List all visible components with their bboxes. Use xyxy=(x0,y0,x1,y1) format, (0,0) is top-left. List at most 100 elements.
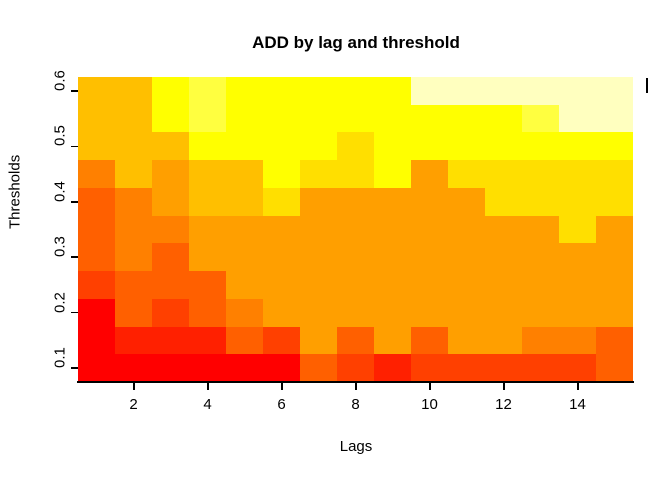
x-tick-mark xyxy=(577,383,579,390)
heatmap-cell xyxy=(115,215,152,244)
heatmap-cell xyxy=(411,271,448,299)
heatmap-cell xyxy=(263,354,300,382)
heatmap-cell xyxy=(596,298,633,327)
heatmap-cell xyxy=(300,354,337,382)
heatmap-cell xyxy=(152,298,189,327)
heatmap-cell xyxy=(559,104,596,133)
heatmap-cell xyxy=(78,271,115,299)
heatmap-cell xyxy=(448,271,485,299)
heatmap-cell xyxy=(374,243,411,272)
heatmap-cell xyxy=(189,298,226,327)
heatmap-cell xyxy=(596,104,633,133)
heatmap-cell xyxy=(337,354,374,382)
heatmap-cell xyxy=(411,243,448,272)
heatmap-cell xyxy=(448,77,485,105)
y-tick-mark xyxy=(71,90,78,92)
heatmap-cell xyxy=(485,271,522,299)
heatmap-cell xyxy=(559,160,596,188)
heatmap-cell xyxy=(559,326,596,355)
heatmap-cell xyxy=(559,271,596,299)
heatmap-cell xyxy=(263,132,300,161)
heatmap-cell xyxy=(152,160,189,188)
heatmap-cell xyxy=(374,132,411,161)
heatmap-grid xyxy=(78,77,633,382)
heatmap-cell xyxy=(115,104,152,133)
heatmap-cell xyxy=(263,298,300,327)
heatmap-cell xyxy=(522,215,559,244)
heatmap-cell xyxy=(300,160,337,188)
x-tick-label: 8 xyxy=(351,396,360,413)
heatmap-cell xyxy=(115,271,152,299)
heatmap-cell xyxy=(448,104,485,133)
heatmap-cell xyxy=(263,215,300,244)
heatmap-cell xyxy=(374,354,411,382)
x-tick-label: 2 xyxy=(129,396,138,413)
heatmap-cell xyxy=(374,326,411,355)
right-edge-tick-artifact xyxy=(646,78,648,93)
heatmap-cell xyxy=(485,354,522,382)
heatmap-cell xyxy=(78,77,115,105)
heatmap-cell xyxy=(485,243,522,272)
heatmap-cell xyxy=(115,187,152,216)
x-tick-mark xyxy=(503,383,505,390)
heatmap-cell xyxy=(596,354,633,382)
heatmap-cell xyxy=(522,326,559,355)
x-tick-mark xyxy=(355,383,357,390)
x-tick-label: 12 xyxy=(495,396,512,413)
x-tick-label: 4 xyxy=(203,396,212,413)
heatmap-cell xyxy=(485,298,522,327)
heatmap-cell xyxy=(189,354,226,382)
heatmap-cell xyxy=(411,326,448,355)
heatmap-cell xyxy=(374,77,411,105)
heatmap-cell xyxy=(485,104,522,133)
heatmap-cell xyxy=(596,243,633,272)
heatmap-cell xyxy=(485,326,522,355)
heatmap-cell xyxy=(226,298,263,327)
heatmap-cell xyxy=(226,187,263,216)
heatmap-cell xyxy=(226,104,263,133)
heatmap-cell xyxy=(374,104,411,133)
heatmap-cell xyxy=(522,243,559,272)
heatmap-cell xyxy=(411,160,448,188)
heatmap-cell xyxy=(522,187,559,216)
heatmap-cell xyxy=(559,215,596,244)
x-tick-label: 10 xyxy=(421,396,438,413)
heatmap-cell xyxy=(374,298,411,327)
heatmap-cell xyxy=(596,77,633,105)
heatmap-cell xyxy=(448,132,485,161)
x-axis-title: Lags xyxy=(339,438,373,455)
heatmap-cell xyxy=(300,271,337,299)
heatmap-cell xyxy=(485,132,522,161)
heatmap-cell xyxy=(263,271,300,299)
heatmap-cell xyxy=(411,104,448,133)
x-tick-mark xyxy=(281,383,283,390)
heatmap-cell xyxy=(411,187,448,216)
heatmap-cell xyxy=(152,354,189,382)
heatmap-cell xyxy=(152,215,189,244)
heatmap-cell xyxy=(300,326,337,355)
y-tick-mark xyxy=(71,311,78,314)
heatmap-cell xyxy=(78,243,115,272)
heatmap-cell xyxy=(448,298,485,327)
heatmap-cell xyxy=(522,160,559,188)
heatmap-cell xyxy=(189,160,226,188)
heatmap-cell xyxy=(78,354,115,382)
heatmap-cell xyxy=(115,132,152,161)
heatmap-cell xyxy=(226,326,263,355)
heatmap-cell xyxy=(152,132,189,161)
heatmap-cell xyxy=(78,104,115,133)
heatmap-cell xyxy=(374,160,411,188)
heatmap-cell xyxy=(337,160,374,188)
heatmap-cell xyxy=(226,160,263,188)
heatmap-cell xyxy=(189,187,226,216)
heatmap-cell xyxy=(300,104,337,133)
heatmap-cell xyxy=(596,160,633,188)
heatmap-cell xyxy=(485,187,522,216)
heatmap-cell xyxy=(448,215,485,244)
heatmap-cell xyxy=(411,77,448,105)
heatmap-cell xyxy=(152,77,189,105)
heatmap-cell xyxy=(411,298,448,327)
heatmap-cell xyxy=(226,132,263,161)
y-tick-mark xyxy=(71,367,78,369)
